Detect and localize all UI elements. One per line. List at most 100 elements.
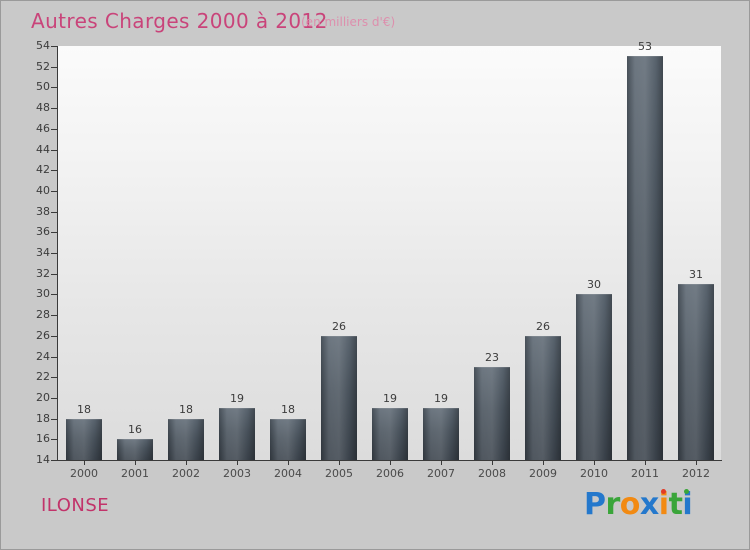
x-axis-tick-mark [339,460,340,465]
bar-value-label: 16 [128,423,142,437]
chart-subtitle: (en milliers d'€) [301,15,396,29]
bar-2000[interactable] [66,418,102,460]
y-axis-tick-label: 54 [36,39,50,52]
y-axis-tick-mark [51,129,57,130]
y-axis-tick-label: 52 [36,59,50,73]
y-axis-tick-label: 40 [36,183,50,197]
y-axis-tick-mark [51,294,57,295]
chart-footer: ILONSE Proxi ti [1,479,749,549]
y-axis: 14 16 18 20 22 24 26 28 30 32 34 36 38 40 42 44 46 48 50 52… [1,1,58,549]
x-axis-tick-mark [390,460,391,465]
x-axis-tick-mark [288,460,289,465]
x-axis-tick-mark [543,460,544,465]
bar-group: 23 2008 [474,1,510,549]
y-axis-tick-label: 18 [36,411,50,425]
y-axis-line [57,46,58,461]
bar-value-label: 31 [689,268,703,282]
y-axis-tick-label: 42 [36,163,50,177]
bar-2011[interactable] [627,56,663,460]
y-axis-tick-mark [51,315,57,316]
page-title: Autres Charges 2000 à 2012 [31,9,328,33]
x-axis-tick-label: 2000 [70,467,98,480]
y-axis-tick-mark [51,253,57,254]
y-axis-tick-mark [51,212,57,213]
bar-2002[interactable] [168,418,204,460]
x-axis-line [57,460,722,461]
x-axis-tick-label: 2001 [121,467,149,480]
bar-2003[interactable] [219,408,255,460]
bar-2010[interactable] [576,294,612,460]
y-axis-tick-label: 30 [36,287,50,301]
x-axis-tick-mark [594,460,595,465]
y-axis-tick-mark [51,46,57,47]
bar-group: 19 2006 [372,1,408,549]
x-axis-tick-mark [237,460,238,465]
bar-2001[interactable] [117,439,153,460]
y-axis-tick-mark [51,274,57,275]
x-axis-tick-label: 2007 [427,467,455,480]
bar-group: 16 2001 [117,1,153,549]
logo-letter: t [668,487,683,522]
y-axis-tick-mark [51,191,57,192]
bar-group: 31 2012 [678,1,714,549]
bar-value-label: 19 [434,392,448,406]
y-axis-tick-label: 46 [36,121,50,135]
y-axis-tick-mark [51,232,57,233]
bar-2008[interactable] [474,366,510,460]
y-axis-tick-label: 14 [36,453,50,466]
bar-2009[interactable] [525,335,561,460]
logo-letter: i [658,487,669,522]
y-axis-tick-label: 32 [36,266,50,280]
x-axis-tick-mark [135,460,136,465]
bar-group: 19 2003 [219,1,255,549]
bar-group: 18 2002 [168,1,204,549]
logo-letter: i [682,487,693,522]
bar-value-label: 19 [383,392,397,406]
y-axis-tick-mark [51,150,57,151]
x-axis-tick-label: 2008 [478,467,506,480]
logo-letter: x [639,487,659,522]
logo-letter-dot [684,489,690,494]
bar-group: 26 2009 [525,1,561,549]
y-axis-tick-label: 16 [36,432,50,446]
bar-group: 30 2010 [576,1,612,549]
x-axis-tick-mark [696,460,697,465]
y-axis-tick-label: 36 [36,225,50,239]
bar-value-label: 18 [179,402,193,416]
x-axis-tick-mark [645,460,646,465]
bar-2012[interactable] [678,284,714,460]
bar-2006[interactable] [372,408,408,460]
x-axis-tick-label: 2005 [325,467,353,480]
y-axis-tick-label: 20 [36,390,50,404]
bar-group: 18 2000 [66,1,102,549]
proxiti-logo[interactable]: Proxi ti [584,487,693,522]
y-axis-tick-mark [51,336,57,337]
chart-header: Autres Charges 2000 à 2012 (en milliers … [1,1,749,41]
y-axis-tick-label: 34 [36,246,50,259]
y-axis-tick-label: 48 [36,101,50,115]
x-axis-tick-label: 2010 [580,467,608,480]
x-axis-tick-label: 2002 [172,467,200,480]
x-axis-tick-mark [441,460,442,465]
y-axis-tick-label: 24 [36,349,50,363]
x-axis-tick-label: 2012 [682,467,710,480]
x-axis-tick-mark [84,460,85,465]
bar-2005[interactable] [321,335,357,460]
bar-2007[interactable] [423,408,459,460]
bar-group: 18 2004 [270,1,306,549]
bar-group: 53 2011 [627,1,663,549]
y-axis-tick-label: 50 [36,80,50,94]
y-axis-tick-label: 38 [36,204,50,218]
y-axis-tick-label: 44 [36,142,50,156]
logo-letter-dot [660,489,666,494]
bar-value-label: 30 [587,278,601,292]
logo-letter: o [619,487,641,522]
bar-value-label: 26 [332,319,346,333]
x-axis-tick-label: 2003 [223,467,251,480]
x-axis-tick-label: 2004 [274,467,302,480]
town-name: ILONSE [41,495,110,516]
bar-value-label: 23 [485,350,499,364]
bar-2004[interactable] [270,418,306,460]
